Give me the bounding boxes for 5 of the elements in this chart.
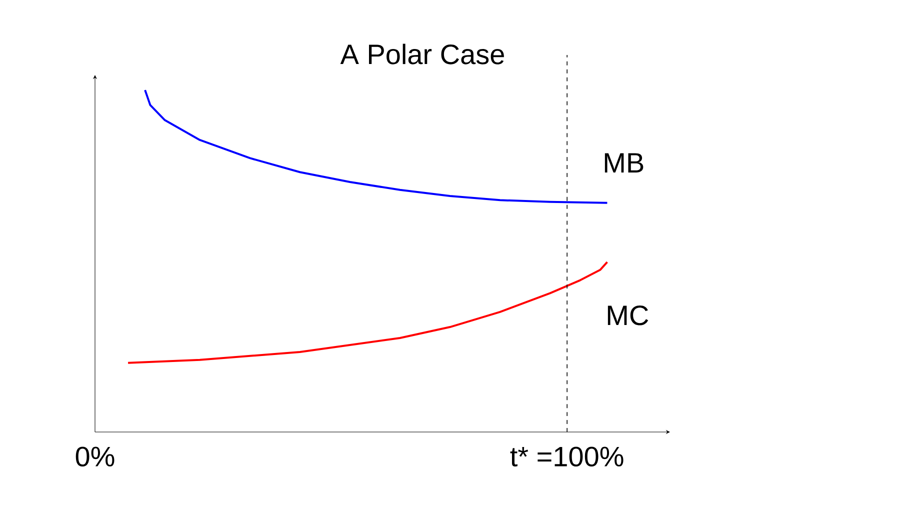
x-tick-label: 0% [76,446,114,467]
series-label: MB [604,153,644,172]
x-tick-label: t* =100% [510,446,624,467]
series-label: MC [608,305,648,326]
chart-title: A Polar Case [340,44,504,64]
